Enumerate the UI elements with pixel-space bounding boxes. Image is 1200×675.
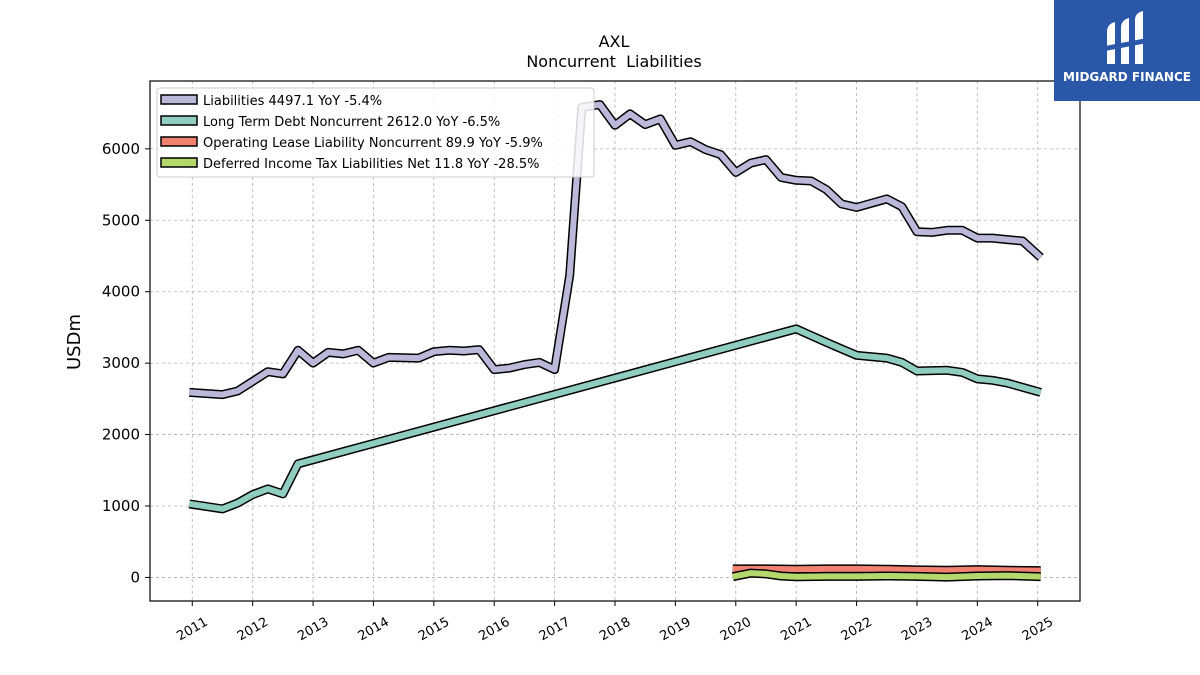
y-tick-label: 4000 xyxy=(102,283,140,301)
legend-entry: Long Term Debt Noncurrent 2612.0 YoY -6.… xyxy=(203,115,500,130)
x-tick-label: 2017 xyxy=(537,615,573,645)
brand-logo: MIDGARD FINANCE xyxy=(1054,0,1200,101)
series-line xyxy=(732,570,1041,581)
series-line xyxy=(188,325,1042,512)
chart-title: AXL xyxy=(599,32,630,51)
x-tick-label: 2022 xyxy=(839,615,875,645)
legend-swatch xyxy=(160,136,198,147)
x-tick-label: 2013 xyxy=(295,615,331,645)
series-line xyxy=(732,565,1041,574)
midgard-logo-icon xyxy=(1105,11,1147,64)
legend-entry: Operating Lease Liability Noncurrent 89.… xyxy=(203,136,543,151)
y-tick-label: 1000 xyxy=(102,497,140,515)
legend-box xyxy=(156,87,595,178)
legend-entry: Liabilities 4497.1 YoY -5.4% xyxy=(203,94,382,109)
legend-swatch xyxy=(160,115,198,126)
series-layer xyxy=(188,100,1044,582)
y-tick-label: 3000 xyxy=(102,354,140,372)
x-tick-label: 2018 xyxy=(597,615,633,645)
y-tick-label: 6000 xyxy=(102,140,140,158)
x-tick-label: 2015 xyxy=(416,615,452,645)
y-axis-label: USDm xyxy=(64,314,85,370)
x-tick-label: 2019 xyxy=(658,615,694,645)
x-tick-label: 2021 xyxy=(778,615,814,645)
x-tick-label: 2012 xyxy=(235,615,271,645)
y-tick-label: 2000 xyxy=(102,426,140,444)
x-tick-label: 2016 xyxy=(476,615,512,645)
x-tick-label: 2011 xyxy=(174,615,210,645)
x-tick-label: 2020 xyxy=(718,615,754,645)
legend-swatch xyxy=(160,94,198,105)
chart-subtitle: Noncurrent Liabilities xyxy=(526,52,701,71)
legend-swatch xyxy=(160,157,198,168)
brand-name: MIDGARD FINANCE xyxy=(1063,70,1191,84)
legend-entry: Deferred Income Tax Liabilities Net 11.8… xyxy=(203,157,539,172)
x-tick-label: 2023 xyxy=(899,615,935,645)
y-tick-label: 5000 xyxy=(102,211,140,229)
y-tick-label: 0 xyxy=(130,568,140,586)
series-line xyxy=(189,101,1043,398)
x-tick-label: 2014 xyxy=(356,615,392,645)
x-tick-label: 2025 xyxy=(1020,615,1056,645)
legend: Liabilities 4497.1 YoY -5.4% Long Term De… xyxy=(156,87,595,178)
x-tick-label: 2024 xyxy=(960,615,996,645)
